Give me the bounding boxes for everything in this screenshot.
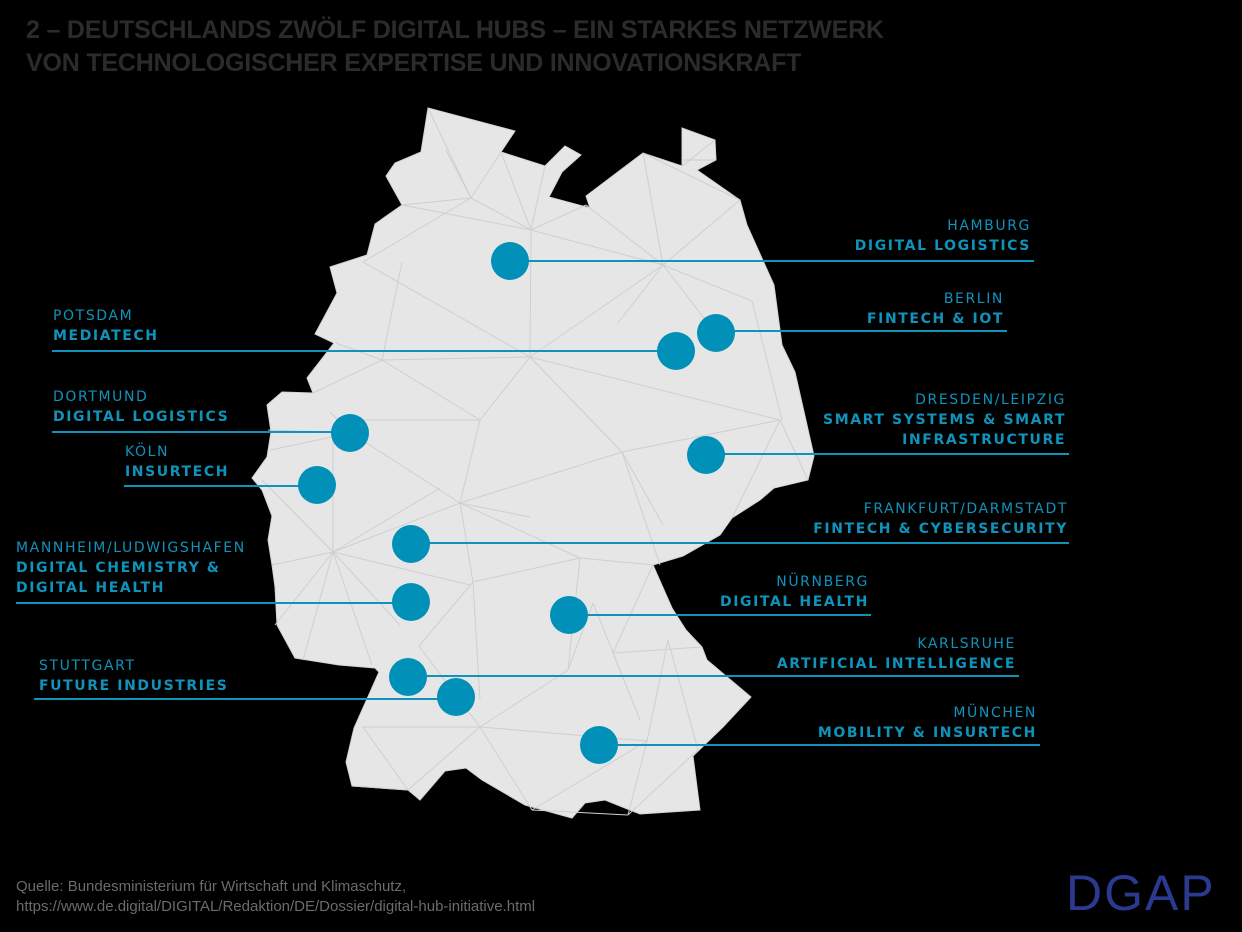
sector-name: DIGITAL LOGISTICS	[53, 409, 230, 425]
city-name: MANNHEIM/LUDWIGSHAFEN	[16, 540, 246, 556]
hub-label-frankfurt-darmstadt: FRANKFURT/DARMSTADT FINTECH & CYBERSECUR…	[813, 499, 1068, 539]
sector-name: FUTURE INDUSTRIES	[39, 678, 229, 694]
sector-name: DIGITAL HEALTH	[719, 594, 869, 610]
sector-name-line1: SMART SYSTEMS & SMART	[823, 412, 1066, 428]
hub-label-muenchen: MÜNCHEN MOBILITY & INSURTECH	[818, 703, 1037, 743]
hub-label-dortmund: DORTMUND DIGITAL LOGISTICS	[53, 387, 229, 427]
city-name: MÜNCHEN	[953, 705, 1037, 721]
hub-label-berlin: BERLIN FINTECH & IOT	[867, 289, 1004, 329]
hub-dot-dresden-leipzig[interactable]	[687, 436, 725, 474]
sector-name-line1: DIGITAL CHEMISTRY &	[16, 560, 221, 576]
hub-dot-mannheim-ludwigshafen[interactable]	[392, 583, 430, 621]
hub-dot-dortmund[interactable]	[331, 414, 369, 452]
sector-name-line2: INFRASTRUCTURE	[902, 432, 1066, 448]
sector-name: ARTIFICIAL INTELLIGENCE	[776, 656, 1016, 672]
city-name: KARLSRUHE	[917, 636, 1016, 652]
hub-dots	[298, 242, 735, 764]
sector-name: FINTECH & IOT	[866, 311, 1004, 327]
city-name: FRANKFURT/DARMSTADT	[863, 501, 1068, 517]
hub-dot-koeln[interactable]	[298, 466, 336, 504]
hub-dot-nuernberg[interactable]	[550, 596, 588, 634]
hub-label-koeln: KÖLN INSURTECH	[125, 442, 229, 482]
hub-label-stuttgart: STUTTGART FUTURE INDUSTRIES	[39, 656, 228, 696]
sector-name: MOBILITY & INSURTECH	[817, 725, 1037, 741]
sector-name-line2: DIGITAL HEALTH	[16, 580, 166, 596]
source-note: Quelle: Bundesministerium für Wirtschaft…	[16, 877, 535, 917]
hub-label-dresden-leipzig: DRESDEN/LEIPZIG SMART SYSTEMS & SMART IN…	[823, 390, 1066, 450]
hub-dot-stuttgart[interactable]	[437, 678, 475, 716]
city-name: KÖLN	[125, 444, 170, 460]
city-name: BERLIN	[943, 291, 1004, 307]
hub-dot-muenchen[interactable]	[580, 726, 618, 764]
hub-dot-berlin[interactable]	[697, 314, 735, 352]
title-line-1: 2 – DEUTSCHLANDS ZWÖLF DIGITAL HUBS – EI…	[26, 16, 884, 44]
city-name: POTSDAM	[53, 308, 134, 324]
sector-name: INSURTECH	[125, 464, 230, 480]
source-line-1: Quelle: Bundesministerium für Wirtschaft…	[16, 878, 407, 895]
hub-label-nuernberg: NÜRNBERG DIGITAL HEALTH	[720, 572, 869, 612]
hub-dot-karlsruhe[interactable]	[389, 658, 427, 696]
hub-label-mannheim-ludwigshafen: MANNHEIM/LUDWIGSHAFEN DIGITAL CHEMISTRY …	[16, 538, 246, 598]
germany-outline	[251, 107, 815, 819]
dgap-logo: DGAP	[1066, 865, 1216, 921]
hub-label-karlsruhe: KARLSRUHE ARTIFICIAL INTELLIGENCE	[777, 634, 1016, 674]
connector-lines	[16, 260, 1069, 746]
hub-dot-frankfurt-darmstadt[interactable]	[392, 525, 430, 563]
title-line-2: VON TECHNOLOGISCHER EXPERTISE UND INNOVA…	[26, 49, 802, 77]
city-name: NÜRNBERG	[776, 574, 869, 590]
hub-dot-potsdam[interactable]	[657, 332, 695, 370]
hub-label-potsdam: POTSDAM MEDIATECH	[53, 306, 159, 346]
hub-dot-hamburg[interactable]	[491, 242, 529, 280]
city-name: DRESDEN/LEIPZIG	[915, 392, 1066, 408]
sector-name: MEDIATECH	[53, 328, 159, 344]
hub-label-hamburg: HAMBURG DIGITAL LOGISTICS	[855, 216, 1031, 256]
source-url: https://www.de.digital/DIGITAL/Redaktion…	[16, 898, 536, 915]
chart-title: 2 – DEUTSCHLANDS ZWÖLF DIGITAL HUBS – EI…	[26, 14, 884, 80]
sector-name: DIGITAL LOGISTICS	[854, 238, 1031, 254]
triangulation-mesh	[261, 107, 809, 816]
city-name: HAMBURG	[947, 218, 1031, 234]
city-name: DORTMUND	[53, 389, 149, 405]
city-name: STUTTGART	[39, 658, 136, 674]
sector-name: FINTECH & CYBERSECURITY	[813, 521, 1068, 537]
